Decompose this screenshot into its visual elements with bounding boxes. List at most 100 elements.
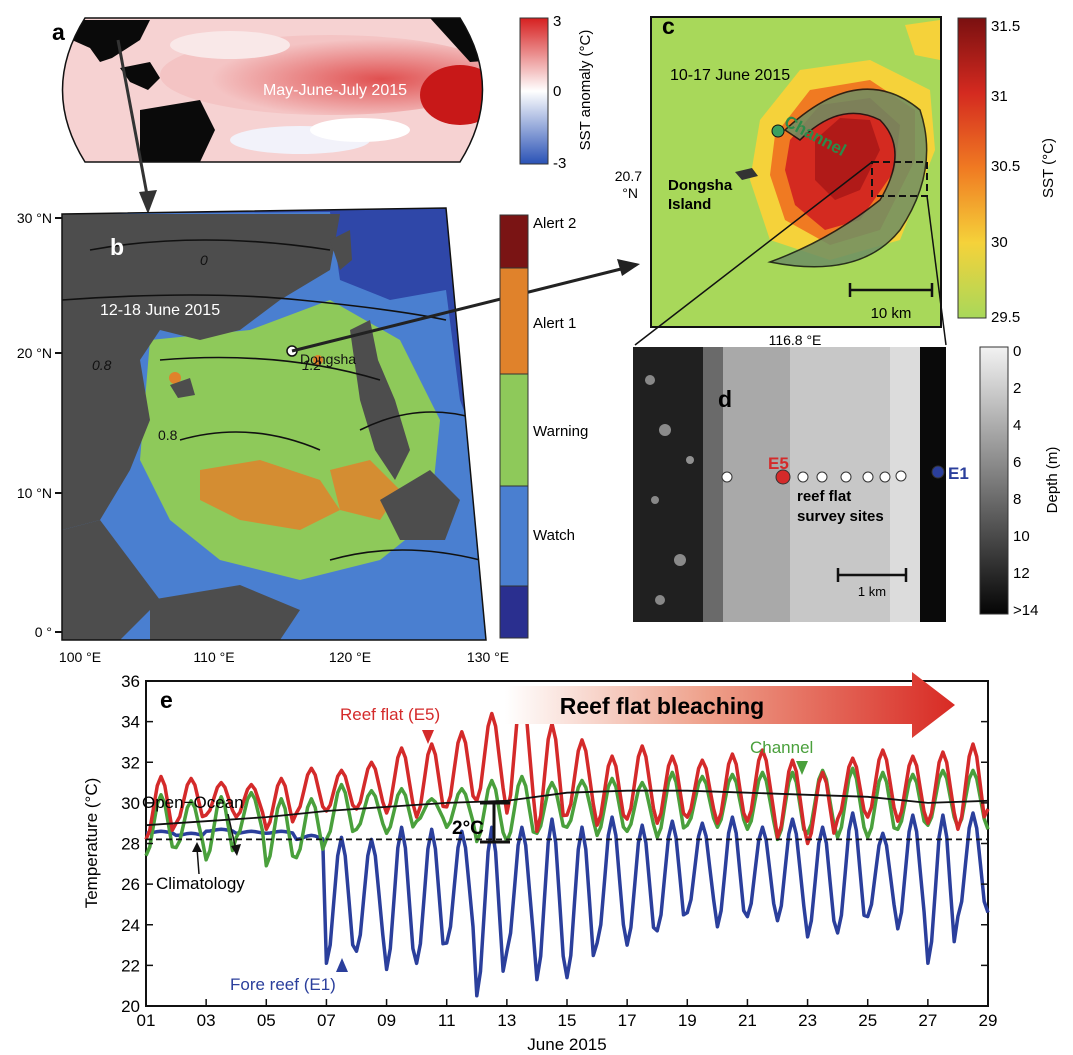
contour-label: 0.8 bbox=[158, 427, 178, 443]
arrow-b-to-c bbox=[291, 266, 626, 353]
x-tick-label: 27 bbox=[918, 1011, 937, 1030]
lon-tick: 100 °E bbox=[59, 649, 101, 665]
global-sst-anomaly-map bbox=[62, 18, 483, 162]
panel-d: d E5 E1 reef flat survey sites 1 km 0 2 … bbox=[633, 343, 1061, 622]
survey-site bbox=[895, 470, 907, 482]
series-line-open-ocean bbox=[145, 789, 989, 827]
site-e5-label: E5 bbox=[768, 454, 789, 473]
annotation-reef-flat: Reef flat (E5) bbox=[340, 705, 440, 724]
south-america-landmass bbox=[480, 105, 483, 160]
dongsha-island bbox=[735, 168, 758, 180]
survey-site bbox=[721, 471, 733, 483]
anomaly-tick: 3 bbox=[553, 13, 561, 30]
philippines bbox=[350, 320, 410, 480]
axis-layer: 20 22 24 26 28 30 32 34 36 01 03 05 07 09 11 13 15 17 19 21… bbox=[121, 672, 997, 1030]
zoom-line bbox=[634, 161, 873, 346]
sst-tick: 31.5 bbox=[991, 18, 1020, 35]
island-label: Island bbox=[668, 196, 711, 213]
lon-tick: 120 °E bbox=[329, 649, 371, 665]
survey-site bbox=[816, 471, 828, 483]
panel-b: b 12-18 June 2015 0 0.8 1.2 0.8 Dongsha … bbox=[17, 207, 640, 665]
y-tick-label: 22 bbox=[121, 956, 140, 975]
asia-landmass bbox=[72, 20, 150, 62]
survey-site bbox=[840, 471, 852, 483]
series-line-reef-flat-e5- bbox=[144, 687, 990, 846]
lat-tick-c: 20.7 bbox=[615, 168, 642, 184]
australia-landmass bbox=[140, 100, 215, 162]
arrow-b-to-c-head bbox=[617, 259, 640, 276]
x-tick-label: 03 bbox=[197, 1011, 216, 1030]
zoom-line bbox=[926, 195, 947, 346]
x-tick-label: 15 bbox=[558, 1011, 577, 1030]
x-tick-label: 19 bbox=[678, 1011, 697, 1030]
series-line-fore-reef-e1- bbox=[145, 811, 990, 998]
depth-tick: 6 bbox=[1013, 454, 1021, 471]
x-tick-label: 11 bbox=[438, 1011, 456, 1030]
north-america-landmass bbox=[430, 18, 483, 62]
lon-tick-c: 116.8 °E bbox=[769, 332, 822, 348]
sst-colorbar bbox=[957, 17, 987, 319]
panel-d-letter: d bbox=[718, 386, 732, 412]
x-tick-label: 25 bbox=[858, 1011, 877, 1030]
survey-site bbox=[879, 471, 891, 483]
x-tick-label: 23 bbox=[798, 1011, 817, 1030]
panel-b-letter: b bbox=[110, 234, 124, 260]
series-layer bbox=[144, 687, 990, 998]
x-tick-label: 13 bbox=[497, 1011, 516, 1030]
site-e1-label: E1 bbox=[948, 464, 969, 483]
depth-tick: 0 bbox=[1013, 343, 1021, 360]
arrow-a-to-b bbox=[116, 39, 150, 201]
lat-tick: 0 ° bbox=[35, 624, 52, 640]
survey-label: survey sites bbox=[797, 508, 884, 525]
anomaly-colorbar-label: SST anomaly (°C) bbox=[577, 30, 594, 151]
depth-tick: >14 bbox=[1013, 602, 1038, 619]
panel-c-letter: c bbox=[662, 13, 675, 39]
legend-label: Alert 2 bbox=[533, 215, 576, 232]
hainan bbox=[170, 378, 195, 398]
depth-colorbar-label: Depth (m) bbox=[1044, 447, 1061, 514]
sst-tick: 30 bbox=[991, 234, 1008, 251]
y-tick-label: 26 bbox=[121, 875, 140, 894]
y-tick-label: 36 bbox=[121, 672, 140, 691]
lat-tick-c: °N bbox=[622, 185, 638, 201]
annotation-offset: 2°C bbox=[452, 818, 484, 839]
maritime-continent-landmass bbox=[120, 62, 160, 90]
scale-label-d: 1 km bbox=[858, 584, 886, 599]
annotation-climatology: Climatology bbox=[156, 874, 245, 893]
depth-tick: 8 bbox=[1013, 491, 1021, 508]
malay-peninsula bbox=[62, 520, 160, 640]
y-tick-label: 20 bbox=[121, 997, 140, 1016]
dhw-contour bbox=[179, 431, 321, 451]
arrow-a-to-b-head bbox=[139, 190, 157, 214]
contour-label: 0 bbox=[200, 252, 208, 268]
panel-b-period: 12-18 June 2015 bbox=[100, 302, 220, 319]
channel-marker bbox=[771, 124, 785, 138]
depth-tick: 12 bbox=[1013, 565, 1030, 582]
fore-reef-pointer bbox=[336, 958, 348, 972]
mindanao bbox=[380, 470, 460, 540]
legend-swatch-alert-2 bbox=[499, 214, 529, 269]
panel-c-period: 10-17 June 2015 bbox=[670, 67, 790, 84]
borneo-sumatra bbox=[150, 585, 300, 640]
dongsha-label: Dongsha bbox=[300, 351, 356, 367]
y-tick-label: 30 bbox=[121, 794, 140, 813]
y-tick-label: 32 bbox=[121, 753, 140, 772]
anomaly-tick: 0 bbox=[553, 83, 561, 100]
legend-swatch-watch bbox=[499, 485, 529, 587]
depth-tick: 4 bbox=[1013, 417, 1021, 434]
island-label: Dongsha bbox=[668, 177, 733, 194]
x-tick-label: 29 bbox=[979, 1011, 998, 1030]
dongsha-atoll bbox=[767, 88, 928, 268]
lat-tick: 20 °N bbox=[17, 345, 52, 361]
y-axis-label: Temperature (°C) bbox=[82, 778, 101, 909]
x-tick-label: 05 bbox=[257, 1011, 276, 1030]
survey-site bbox=[862, 471, 874, 483]
series-line-channel bbox=[144, 766, 990, 868]
anomaly-colorbar bbox=[519, 17, 549, 165]
y-tick-label: 24 bbox=[121, 916, 140, 935]
y-tick-label: 28 bbox=[121, 835, 140, 854]
legend-swatch-no-stress bbox=[499, 585, 529, 639]
dhw-contour bbox=[89, 239, 331, 251]
map-frame bbox=[61, 17, 484, 163]
legend-label: Alert 1 bbox=[533, 315, 576, 332]
